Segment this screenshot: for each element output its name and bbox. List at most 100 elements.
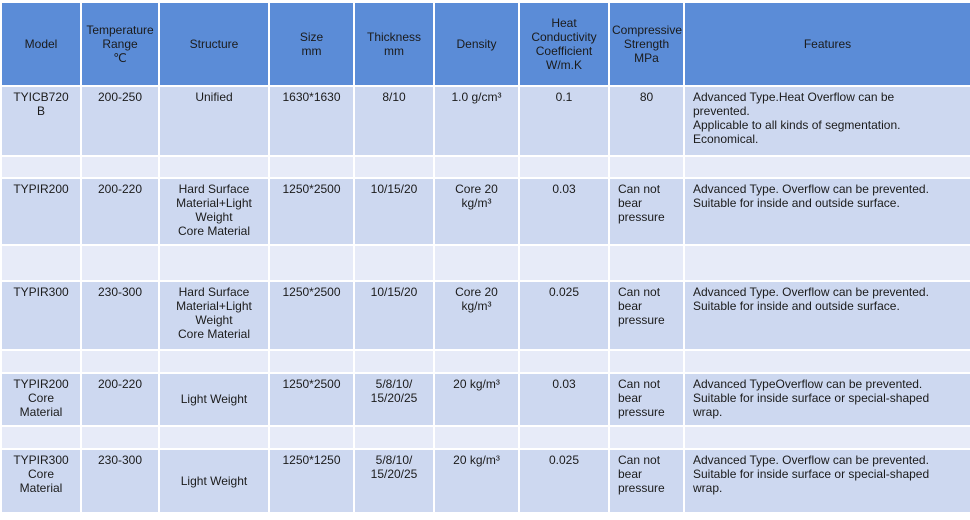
spacer-cell [608, 155, 685, 179]
header-structure: Structure [158, 1, 270, 87]
cell-model: TYICB720 B [0, 85, 82, 157]
header-features: Features [683, 1, 970, 87]
header-temperature-range: Temperature Range ℃ [80, 1, 160, 87]
header-size: Size mm [268, 1, 355, 87]
spacer-cell [158, 244, 270, 282]
cell-structure: Hard Surface Material+Light Weight Core … [158, 177, 270, 246]
cell-features: Advanced Type. Overflow can be prevented… [683, 280, 970, 351]
cell-thickness: 8/10 [353, 85, 435, 157]
cell-heat-conductivity: 0.025 [518, 448, 610, 514]
cell-heat-conductivity: 0.03 [518, 177, 610, 246]
header-thickness: Thickness mm [353, 1, 435, 87]
spacer-cell [518, 349, 610, 374]
header-row: Model Temperature Range ℃ Structure Size… [0, 1, 970, 87]
spacer-cell [0, 349, 82, 374]
spacer-cell [80, 155, 160, 179]
spacer-cell [518, 155, 610, 179]
spacer-cell [683, 155, 970, 179]
cell-structure: Hard Surface Material+Light Weight Core … [158, 280, 270, 351]
cell-size: 1250*2500 [268, 372, 355, 427]
spacer-row [0, 349, 970, 374]
cell-features: Advanced TypeOverflow can be prevented. … [683, 372, 970, 427]
spacer-cell [433, 244, 520, 282]
spacer-cell [518, 244, 610, 282]
cell-compressive-strength: Can not bear pressure [608, 372, 685, 427]
spacer-cell [158, 349, 270, 374]
spacer-cell [0, 155, 82, 179]
header-model: Model [0, 1, 82, 87]
spacer-cell [683, 349, 970, 374]
cell-heat-conductivity: 0.025 [518, 280, 610, 351]
spacer-cell [433, 349, 520, 374]
cell-structure: Light Weight [158, 372, 270, 427]
cell-size: 1250*2500 [268, 177, 355, 246]
header-density: Density [433, 1, 520, 87]
spacer-cell [158, 155, 270, 179]
cell-compressive-strength: 80 [608, 85, 685, 157]
spacer-cell [268, 244, 355, 282]
spacer-cell [353, 244, 435, 282]
spacer-cell [683, 425, 970, 450]
spacer-cell [158, 425, 270, 450]
cell-features: Advanced Type.Heat Overflow can be preve… [683, 85, 970, 157]
table-row-typir300: TYPIR300 230-300 Hard Surface Material+L… [0, 280, 970, 351]
cell-temp-range: 230-300 [80, 280, 160, 351]
spacer-cell [268, 349, 355, 374]
cell-features: Advanced Type. Overflow can be prevented… [683, 448, 970, 514]
cell-thickness: 5/8/10/ 15/20/25 [353, 372, 435, 427]
spacer-cell [0, 425, 82, 450]
cell-model: TYPIR300 [0, 280, 82, 351]
cell-temp-range: 200-220 [80, 177, 160, 246]
table-row-tyicb720b: TYICB720 B 200-250 Unified 1630*1630 8/1… [0, 85, 970, 157]
cell-compressive-strength: Can not bear pressure [608, 280, 685, 351]
spacer-cell [518, 425, 610, 450]
spacer-cell [353, 349, 435, 374]
header-compressive-strength: Compressive Strength MPa [608, 1, 685, 87]
table-row-typir300-core: TYPIR300 Core Material 230-300 Light Wei… [0, 448, 970, 514]
spacer-cell [268, 155, 355, 179]
header-heat-conductivity: Heat Conductivity Coefficient W/m.K [518, 1, 610, 87]
cell-temp-range: 200-250 [80, 85, 160, 157]
cell-model: TYPIR200 [0, 177, 82, 246]
cell-heat-conductivity: 0.1 [518, 85, 610, 157]
cell-density: Core 20 kg/m³ [433, 177, 520, 246]
cell-density: 20 kg/m³ [433, 372, 520, 427]
spacer-cell [433, 155, 520, 179]
spacer-row [0, 244, 970, 282]
cell-density: Core 20 kg/m³ [433, 280, 520, 351]
cell-temp-range: 200-220 [80, 372, 160, 427]
cell-compressive-strength: Can not bear pressure [608, 448, 685, 514]
spacer-cell [683, 244, 970, 282]
cell-size: 1250*2500 [268, 280, 355, 351]
cell-model: TYPIR200 Core Material [0, 372, 82, 427]
cell-structure: Unified [158, 85, 270, 157]
spacer-cell [608, 425, 685, 450]
spacer-cell [80, 244, 160, 282]
spacer-cell [433, 425, 520, 450]
spacer-cell [0, 244, 82, 282]
cell-temp-range: 230-300 [80, 448, 160, 514]
cell-compressive-strength: Can not bear pressure [608, 177, 685, 246]
spacer-row [0, 155, 970, 179]
cell-features: Advanced Type. Overflow can be prevented… [683, 177, 970, 246]
cell-thickness: 5/8/10/ 15/20/25 [353, 448, 435, 514]
cell-heat-conductivity: 0.03 [518, 372, 610, 427]
spacer-row [0, 425, 970, 450]
cell-size: 1250*1250 [268, 448, 355, 514]
spacer-cell [353, 425, 435, 450]
spacer-cell [268, 425, 355, 450]
cell-thickness: 10/15/20 [353, 177, 435, 246]
spacer-cell [353, 155, 435, 179]
spacer-cell [80, 425, 160, 450]
cell-model: TYPIR300 Core Material [0, 448, 82, 514]
cell-thickness: 10/15/20 [353, 280, 435, 351]
table-row-typir200-core: TYPIR200 Core Material 200-220 Light Wei… [0, 372, 970, 427]
spacer-cell [608, 349, 685, 374]
table-row-typir200: TYPIR200 200-220 Hard Surface Material+L… [0, 177, 970, 246]
cell-density: 20 kg/m³ [433, 448, 520, 514]
cell-size: 1630*1630 [268, 85, 355, 157]
spacer-cell [608, 244, 685, 282]
spacer-cell [80, 349, 160, 374]
